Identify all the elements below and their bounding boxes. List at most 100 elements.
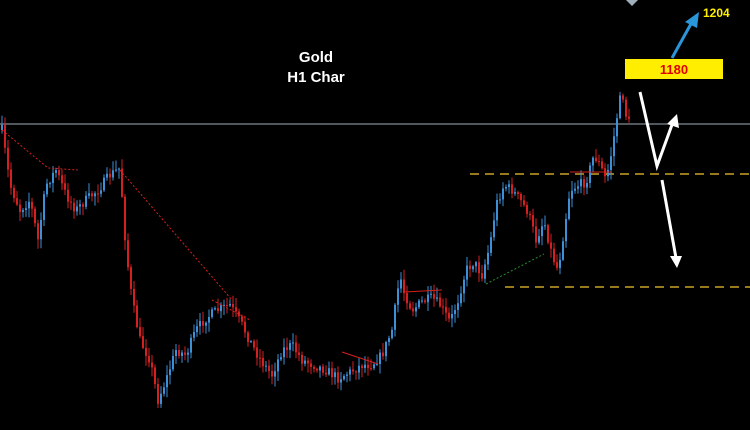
target-up-arrow (670, 21, 694, 59)
candle-body (361, 365, 363, 368)
candle-body (568, 198, 570, 219)
candle-body (208, 317, 210, 323)
candle-body (349, 369, 351, 375)
candle-body (142, 336, 144, 348)
candle-body (244, 321, 246, 333)
candle-body (220, 305, 222, 312)
candle-body (316, 368, 318, 371)
candle-body (622, 95, 624, 100)
candle-body (247, 332, 249, 342)
candle-body (508, 184, 510, 187)
candle-body (238, 311, 240, 317)
candle-body (580, 179, 582, 187)
candle-body (598, 161, 600, 163)
candle-body (517, 192, 519, 194)
candle-body (592, 157, 594, 166)
candle-body (385, 342, 387, 357)
chart-subtitle: H1 Char (287, 69, 345, 86)
candle-body (466, 265, 468, 280)
drop-arrow-head (670, 256, 682, 268)
candle-body (472, 266, 474, 270)
candle-body (67, 189, 69, 202)
candle-body (85, 195, 87, 207)
candle-body (28, 201, 30, 209)
candle-body (514, 192, 516, 194)
candle-body (445, 306, 447, 313)
candle-body (532, 215, 534, 227)
candle-body (460, 293, 462, 304)
candle-body (520, 194, 522, 201)
candle-body (391, 329, 393, 339)
candle-body (226, 304, 228, 306)
candle-body (205, 322, 207, 326)
candle-body (430, 293, 432, 295)
candle-body (526, 205, 528, 214)
candle-body (160, 393, 162, 404)
candle-body (277, 359, 279, 372)
candle-body (628, 116, 630, 119)
candle-body (424, 300, 426, 303)
candle-body (325, 372, 327, 375)
candle-body (262, 358, 264, 367)
candle-body (178, 350, 180, 356)
candle-body (268, 365, 270, 372)
candle-body (10, 169, 12, 188)
candle-body (364, 364, 366, 368)
candle-body (271, 371, 273, 377)
candle-body (145, 347, 147, 356)
candle-body (310, 363, 312, 367)
candle-body (61, 175, 63, 184)
candle-body (127, 240, 129, 268)
candle-body (415, 307, 417, 312)
candle-body (190, 337, 192, 353)
candle-body (367, 364, 369, 369)
candle-body (343, 376, 345, 380)
trendline-down-1 (1, 129, 79, 171)
candle-body (370, 368, 372, 370)
candle-body (307, 360, 309, 364)
candle-body (571, 190, 573, 199)
bounce-scenario-arrow (638, 91, 675, 172)
candlestick-series (1, 91, 630, 408)
candle-body (523, 200, 525, 206)
candle-body (217, 308, 219, 312)
candle-body (100, 190, 102, 194)
candle-body (499, 199, 501, 201)
candle-body (475, 262, 477, 267)
candle-body (31, 201, 33, 209)
candle-body (394, 304, 396, 330)
candle-body (106, 173, 108, 178)
candle-body (136, 305, 138, 328)
candle-body (124, 196, 126, 241)
candle-body (7, 147, 9, 170)
candle-body (166, 375, 168, 388)
candle-body (400, 279, 402, 289)
candle-body (403, 279, 405, 294)
candle-body (595, 157, 597, 162)
candle-body (541, 226, 543, 237)
target-up-arrow-head (685, 12, 699, 28)
candle-body (16, 198, 18, 205)
candle-body (46, 183, 48, 195)
bounce-arrow-head (667, 114, 679, 128)
candle-body (172, 356, 174, 370)
candle-body (301, 354, 303, 364)
candle-body (313, 367, 315, 369)
candle-body (331, 368, 333, 378)
candle-body (322, 366, 324, 373)
candle-body (115, 169, 117, 171)
candle-body (184, 352, 186, 355)
candle-body (490, 237, 492, 253)
candle-body (421, 300, 423, 302)
candle-body (304, 360, 306, 364)
candle-body (427, 294, 429, 303)
candle-body (1, 125, 3, 130)
target-price-label: 1204 (703, 6, 730, 20)
candle-body (157, 384, 159, 404)
candle-body (55, 170, 57, 173)
candle-body (70, 201, 72, 203)
candle-body (352, 369, 354, 372)
candle-body (337, 372, 339, 383)
candle-body (373, 364, 375, 369)
candle-body (289, 343, 291, 350)
